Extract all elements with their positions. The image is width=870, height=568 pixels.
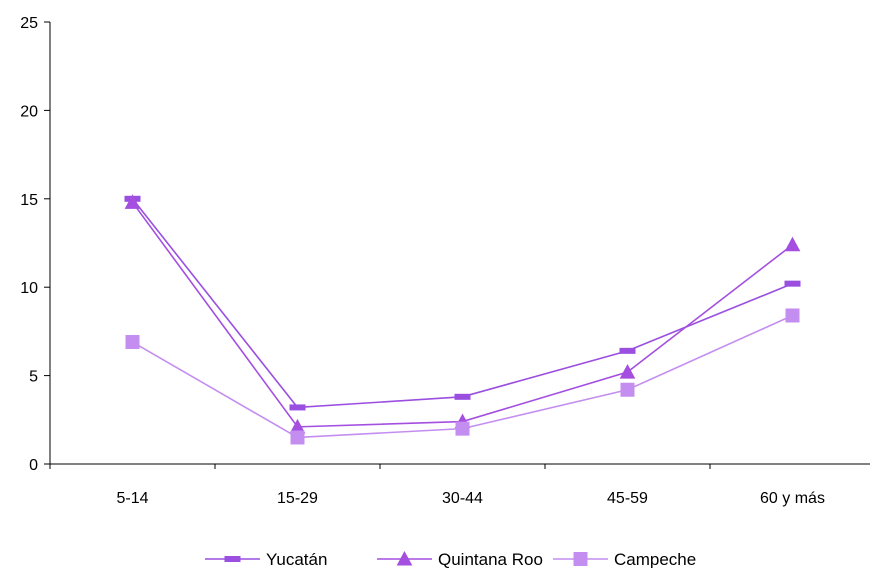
data-point	[124, 194, 141, 209]
data-point	[454, 393, 471, 400]
y-tick-label: 5	[29, 369, 38, 386]
series-layer	[124, 194, 801, 445]
legend-marker	[224, 556, 241, 562]
y-tick-label: 0	[29, 457, 38, 474]
legend-label: Campeche	[614, 550, 696, 568]
legend-item: Yucatán	[205, 550, 327, 568]
chart-axes: 0 5 10 15 20 25 5-14 15-29 30-44 45-59 60 y más	[20, 15, 870, 507]
data-point	[619, 364, 636, 379]
legend-label: Yucatán	[266, 550, 327, 568]
legend-label: Quintana Roo	[438, 550, 543, 568]
data-point	[619, 347, 636, 354]
data-point	[125, 335, 140, 350]
y-tick-label: 20	[20, 103, 38, 120]
x-tick-label: 60 y más	[760, 490, 825, 507]
data-point	[785, 308, 800, 323]
legend-item: Campeche	[553, 550, 696, 568]
data-point	[455, 421, 470, 436]
legend-marker	[396, 550, 413, 566]
series-line	[131, 198, 793, 409]
legend: Yucatán Quintana Roo Campeche	[205, 550, 696, 568]
data-point	[620, 382, 635, 397]
y-tick-label: 10	[20, 280, 38, 297]
x-tick-label: 30-44	[442, 490, 483, 507]
x-tick-label: 45-59	[607, 490, 648, 507]
legend-marker	[573, 552, 588, 566]
y-tick-label: 25	[20, 15, 38, 32]
x-tick-label: 15-29	[277, 490, 318, 507]
series-campeche	[125, 308, 800, 445]
series-line	[131, 201, 793, 428]
data-point	[784, 280, 801, 287]
series-quintana-roo	[124, 194, 801, 434]
y-tick-label: 15	[20, 192, 38, 209]
legend-item: Quintana Roo	[377, 550, 543, 568]
x-tick-label: 5-14	[116, 490, 148, 507]
series-yucatán	[124, 195, 801, 411]
data-point	[289, 404, 306, 411]
data-point	[784, 236, 801, 252]
data-point	[290, 430, 305, 445]
